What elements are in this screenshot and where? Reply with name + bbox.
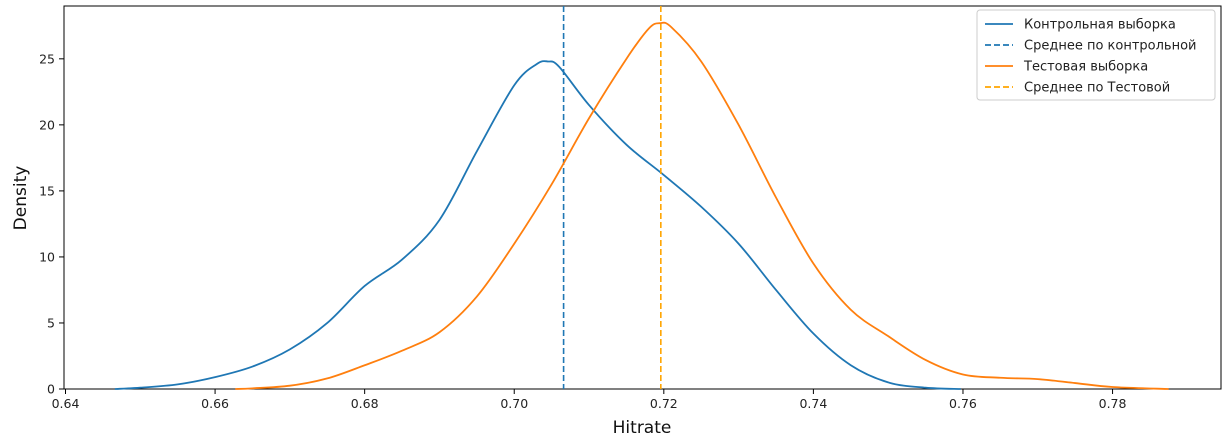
y-tick-label: 0 (47, 382, 55, 397)
legend-items: Контрольная выборка Среднее по контрольно… (985, 18, 1197, 96)
y-axis-label: Density (11, 166, 31, 231)
y-axis-ticks: 0 5 10 15 20 25 (39, 51, 64, 397)
density-curve-0 (114, 60, 961, 390)
x-tick-label: 0.70 (500, 396, 528, 411)
x-tick-label: 0.68 (351, 396, 379, 411)
x-tick-label: 0.74 (799, 396, 827, 411)
x-tick-label: 0.78 (1099, 396, 1127, 411)
x-tick-label: 0.64 (52, 396, 80, 411)
legend-entry-label: Контрольная выборка (1024, 18, 1176, 33)
legend-entry-label: Среднее по Тестовой (1024, 81, 1170, 96)
legend-entry-label: Тестовая выборка (1023, 60, 1148, 75)
x-axis-ticks: 0.64 0.66 0.68 0.70 0.72 0.74 0.76 0.78 (52, 389, 1127, 411)
legend-entry-label: Среднее по контрольной (1024, 39, 1197, 54)
x-tick-label: 0.66 (201, 396, 229, 411)
y-tick-label: 20 (39, 117, 55, 132)
legend: Контрольная выборка Среднее по контрольно… (976, 9, 1216, 101)
series-layer (114, 6, 1169, 390)
x-axis-label: Hitrate (613, 418, 672, 438)
y-tick-label: 15 (39, 183, 55, 198)
density-curve-2 (235, 21, 1169, 390)
legend-box (976, 9, 1216, 101)
plot-area: 0.64 0.66 0.68 0.70 0.72 0.74 0.76 0.78 0 5 10 15 2… (39, 5, 1222, 411)
y-tick-label: 5 (47, 315, 55, 330)
y-tick-label: 10 (39, 249, 55, 264)
x-tick-label: 0.72 (650, 396, 678, 411)
x-tick-label: 0.76 (949, 396, 977, 411)
plot-frame (63, 5, 1222, 390)
y-tick-label: 25 (39, 51, 55, 66)
